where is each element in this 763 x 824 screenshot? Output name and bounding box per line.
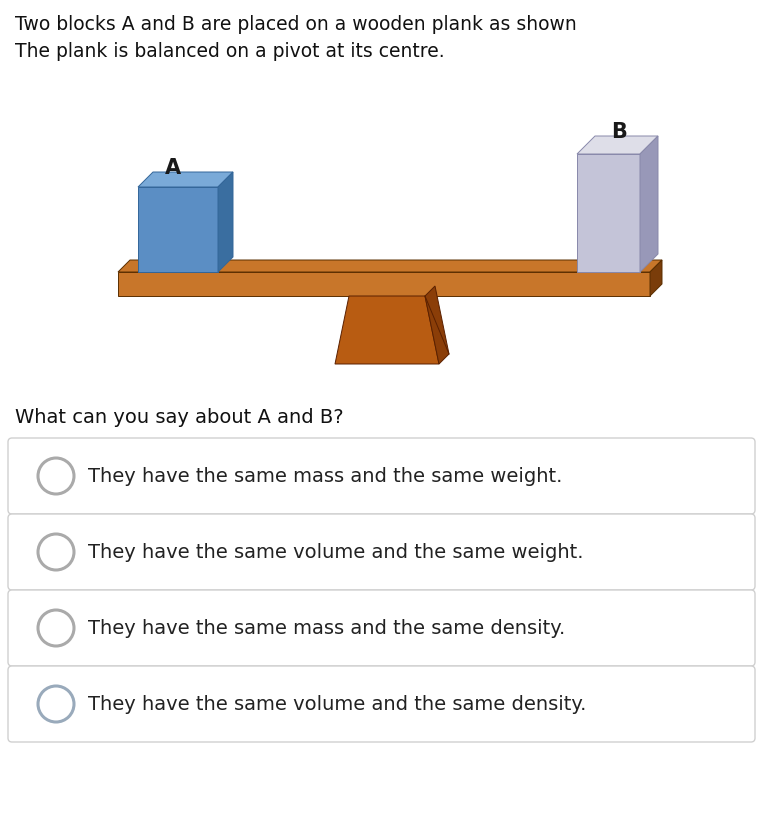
Polygon shape — [640, 136, 658, 272]
Circle shape — [38, 458, 74, 494]
Bar — [577, 154, 640, 272]
FancyBboxPatch shape — [8, 666, 755, 742]
Text: What can you say about A and B?: What can you say about A and B? — [15, 408, 343, 427]
Circle shape — [38, 610, 74, 646]
FancyBboxPatch shape — [8, 514, 755, 590]
Text: The plank is balanced on a pivot at its centre.: The plank is balanced on a pivot at its … — [15, 42, 445, 61]
Text: A: A — [165, 158, 181, 178]
Text: They have the same volume and the same weight.: They have the same volume and the same w… — [88, 542, 584, 561]
Bar — [118, 272, 650, 296]
Text: They have the same volume and the same density.: They have the same volume and the same d… — [88, 695, 587, 714]
Bar — [138, 187, 218, 272]
Circle shape — [38, 686, 74, 722]
Text: Two blocks A and B are placed on a wooden plank as shown: Two blocks A and B are placed on a woode… — [15, 15, 577, 34]
Polygon shape — [425, 286, 449, 364]
Polygon shape — [335, 296, 439, 364]
Circle shape — [38, 534, 74, 570]
FancyBboxPatch shape — [8, 590, 755, 666]
Polygon shape — [138, 172, 233, 187]
Text: They have the same mass and the same density.: They have the same mass and the same den… — [88, 619, 565, 638]
Text: They have the same mass and the same weight.: They have the same mass and the same wei… — [88, 466, 562, 485]
FancyBboxPatch shape — [8, 438, 755, 514]
Polygon shape — [650, 260, 662, 296]
Polygon shape — [218, 172, 233, 272]
Polygon shape — [118, 260, 662, 272]
Text: B: B — [612, 122, 627, 142]
Polygon shape — [577, 136, 658, 154]
